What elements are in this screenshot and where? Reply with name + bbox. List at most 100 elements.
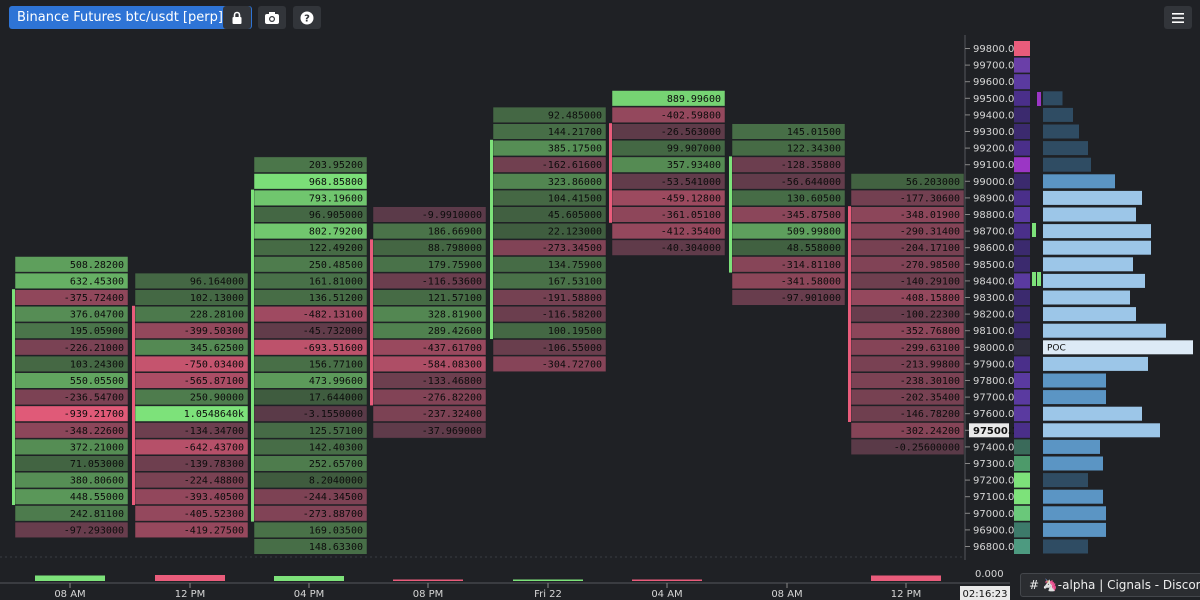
footprint-cell-value: 550.05500	[70, 376, 124, 387]
footprint-cell	[253, 173, 368, 190]
footprint-cell	[253, 521, 368, 538]
footprint-cell-value: -405.52300	[184, 509, 244, 520]
footprint-cell-value: 100.19500	[548, 326, 602, 337]
footprint-cell-value: -299.63100	[900, 343, 960, 354]
footprint-cell-value: -270.98500	[900, 260, 960, 271]
profile-marker	[1032, 272, 1036, 286]
price-tick-label: 96800.0	[973, 542, 1014, 553]
footprint-cell-value: -642.43700	[184, 442, 244, 453]
footprint-cell-value: 122.49200	[309, 243, 363, 254]
footprint-cell-value: 289.42600	[428, 326, 482, 337]
footprint-cell-value: 228.28100	[190, 310, 244, 321]
footprint-cell-value: -419.27500	[184, 525, 244, 536]
delta-square	[1014, 539, 1030, 554]
price-tick-label: 97900.0	[973, 359, 1014, 370]
footprint-column-8: 56.203000 -177.30600 -348.01900 -290.31400 -…	[848, 173, 965, 455]
price-tick-label: 97100.0	[973, 492, 1014, 503]
menu-button[interactable]	[1164, 6, 1192, 29]
footprint-cell-value: -177.30600	[900, 193, 960, 204]
footprint-cell-value: 125.57100	[309, 426, 363, 437]
footprint-cell-value: -482.13100	[303, 310, 363, 321]
footprint-cell-value: 793.19600	[309, 193, 363, 204]
delta-square	[1014, 389, 1030, 405]
footprint-cell	[492, 339, 607, 356]
footprint-cell-value: 252.65700	[309, 459, 363, 470]
volume-profile-bar	[1043, 157, 1091, 172]
footprint-cell-value: 45.605000	[548, 210, 602, 221]
profile-marker	[1037, 272, 1041, 286]
price-tick-label: 99400.0	[973, 110, 1014, 121]
footprint-cell-value: -116.53600	[422, 276, 482, 287]
volume-profile-bar	[1043, 190, 1142, 205]
footprint-cell-value: 144.21700	[548, 127, 602, 138]
volume-bar	[393, 579, 463, 581]
footprint-cell-value: 448.55000	[70, 492, 124, 503]
delta-square	[1014, 41, 1030, 56]
price-tick-label: 99100.0	[973, 160, 1014, 171]
footprint-cell-value: 195.05900	[70, 326, 124, 337]
screenshot-button[interactable]	[258, 6, 286, 29]
volume-profile-bar	[1043, 240, 1151, 255]
time-tick-label: 08 AM	[54, 589, 85, 600]
discord-link[interactable]: # 🦄-alpha | Cignals - Discord	[1020, 573, 1200, 597]
footprint-cell	[253, 156, 368, 173]
delta-square	[1014, 406, 1030, 422]
footprint-cell-value: -134.34700	[184, 426, 244, 437]
delta-square	[1014, 223, 1030, 239]
delta-square	[1014, 190, 1030, 206]
footprint-cell	[492, 355, 607, 372]
delta-square	[1014, 290, 1030, 305]
volume-profile-bar	[1043, 506, 1106, 521]
symbol-title-button[interactable]: Binance Futures btc/usdt [perp] 4h	[9, 6, 252, 29]
footprint-cell	[253, 538, 368, 555]
delta-square	[1014, 323, 1030, 339]
footprint-cell-value: -100.22300	[900, 310, 960, 321]
footprint-cell-value: -3.1550000	[303, 409, 363, 420]
delta-square	[1014, 173, 1030, 189]
footprint-cell-value: -565.87100	[184, 376, 244, 387]
footprint-cell-value: -402.59800	[661, 110, 721, 121]
price-tick-label: 99000.0	[973, 177, 1014, 188]
price-tick-label: 97300.0	[973, 459, 1014, 470]
footprint-cell-value: 142.40300	[309, 442, 363, 453]
price-tick-label: 97800.0	[973, 376, 1014, 387]
footprint-cell	[14, 272, 129, 289]
lock-button[interactable]	[223, 6, 251, 29]
footprint-cell	[372, 405, 487, 422]
svg-text:?: ?	[304, 13, 310, 24]
camera-icon	[265, 11, 279, 24]
footprint-cell	[731, 289, 846, 306]
footprint-cell-value: 508.28200	[70, 260, 124, 271]
footprint-cell	[372, 422, 487, 439]
footprint-cell-value: 96.164000	[190, 276, 244, 287]
volume-bar	[513, 579, 583, 581]
footprint-cell-value: -162.61600	[542, 160, 602, 171]
footprint-cell-value: -399.50300	[184, 326, 244, 337]
footprint-cell-value: 968.85800	[309, 177, 363, 188]
footprint-cell-value: 376.04700	[70, 310, 124, 321]
help-button[interactable]: ?	[293, 6, 321, 29]
footprint-cell-value: -273.88700	[303, 509, 363, 520]
footprint-cell-value: 473.99600	[309, 376, 363, 387]
footprint-cell-value: 99.907000	[667, 144, 721, 155]
price-tick-label: 97200.0	[973, 476, 1014, 487]
footprint-cell-value: 1.0548640k	[184, 409, 244, 420]
footprint-cell-value: 88.798000	[428, 243, 482, 254]
footprint-cell-value: 179.75900	[428, 260, 482, 271]
volume-profile-bar	[1043, 373, 1106, 388]
footprint-cell-value: -204.17100	[900, 243, 960, 254]
price-tick-label: 98900.0	[973, 193, 1014, 204]
footprint-cell-value: -140.29100	[900, 276, 960, 287]
footprint-cell-value: 250.90000	[190, 393, 244, 404]
volume-profile-bar	[1043, 273, 1145, 288]
footprint-cell-value: 250.48500	[309, 260, 363, 271]
price-tick-label: 98500.0	[973, 260, 1014, 271]
delta-square	[1014, 522, 1030, 538]
price-tick-label: 99800.0	[973, 44, 1014, 55]
footprint-cell-value: -202.35400	[900, 393, 960, 404]
volume-profile-bar	[1043, 124, 1079, 139]
time-tick-label: Fri 22	[534, 589, 562, 600]
delta-square	[1014, 356, 1030, 372]
footprint-column-6: 889.99600 -402.59800 -26.563000 99.907000 35…	[609, 90, 726, 256]
